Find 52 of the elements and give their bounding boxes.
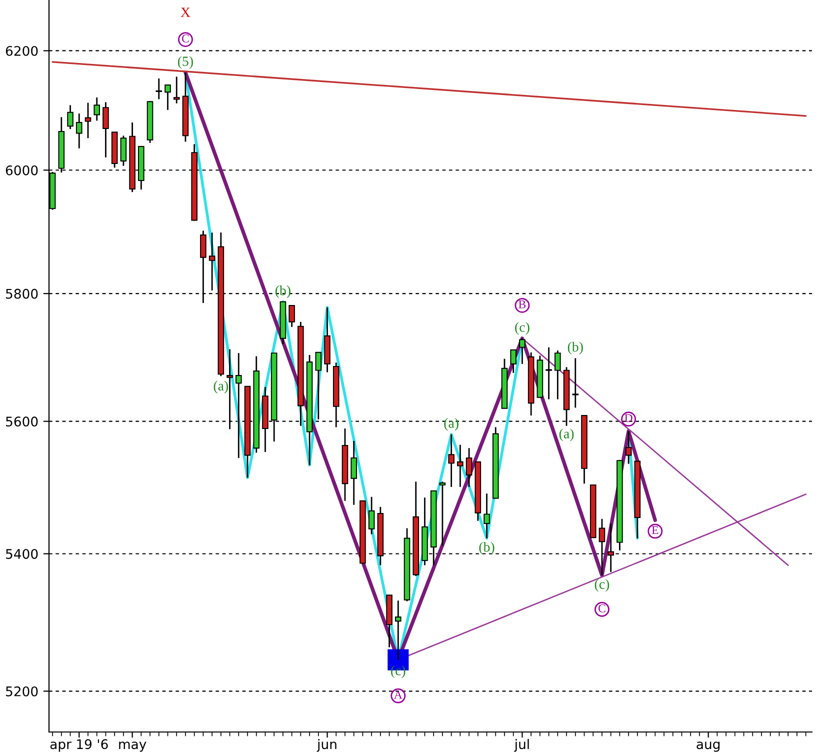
annotation: (a) [444, 418, 458, 431]
y-tick-label: 6200 [6, 46, 38, 56]
candlestick [208, 232, 216, 292]
candlestick [439, 480, 446, 546]
candlestick [546, 346, 552, 400]
annotation: E [652, 526, 658, 534]
candlestick [510, 349, 516, 374]
annotation: C [598, 604, 606, 612]
candlestick [102, 101, 109, 158]
annotation: (c) [594, 579, 610, 592]
candlestick [94, 96, 100, 122]
candlestick [350, 440, 357, 506]
x-tick-label: apr 19 '6 [50, 739, 108, 752]
y-tick-label: 5600 [6, 416, 38, 427]
annotation: (b) [568, 342, 583, 354]
candlestick [84, 102, 92, 139]
annotation: X [180, 8, 190, 17]
x-tick-label: aug [696, 742, 720, 752]
candlestick [466, 447, 472, 488]
candlestick [448, 434, 454, 488]
annotation: (c) [515, 322, 530, 335]
y-tick-label: 6000 [6, 165, 38, 176]
candlestick [457, 444, 464, 488]
candlestick [164, 84, 171, 111]
candlestick [395, 600, 402, 660]
x-tick-label: jul [514, 738, 529, 752]
candlestick [76, 112, 82, 150]
candlestick [67, 104, 74, 130]
annotation: (b) [479, 542, 494, 555]
candlestick [120, 135, 127, 167]
annotation: C [182, 34, 189, 42]
candlestick [156, 78, 162, 100]
annotation: (b) [275, 285, 290, 298]
candlestick [554, 350, 561, 400]
y-tick-label: 5200 [6, 686, 38, 696]
annotation: B [518, 300, 526, 308]
candlestick [484, 492, 490, 539]
annotation: A [394, 690, 402, 699]
candlestick [625, 430, 632, 465]
x-tick-label: may [119, 742, 146, 752]
y-tick-label: 5400 [6, 548, 38, 559]
candlestick [288, 304, 295, 328]
annotation: D [624, 414, 632, 422]
annotation: (a) [559, 428, 574, 442]
candlestick [572, 357, 579, 408]
annotation: (5) [178, 56, 193, 69]
y-tick-label: 5800 [6, 288, 38, 299]
annotation: (a) [214, 380, 228, 394]
candlestick [173, 76, 180, 104]
candlestick [368, 496, 375, 535]
x-tick-label: jun [316, 738, 336, 752]
candlestick [519, 338, 526, 365]
